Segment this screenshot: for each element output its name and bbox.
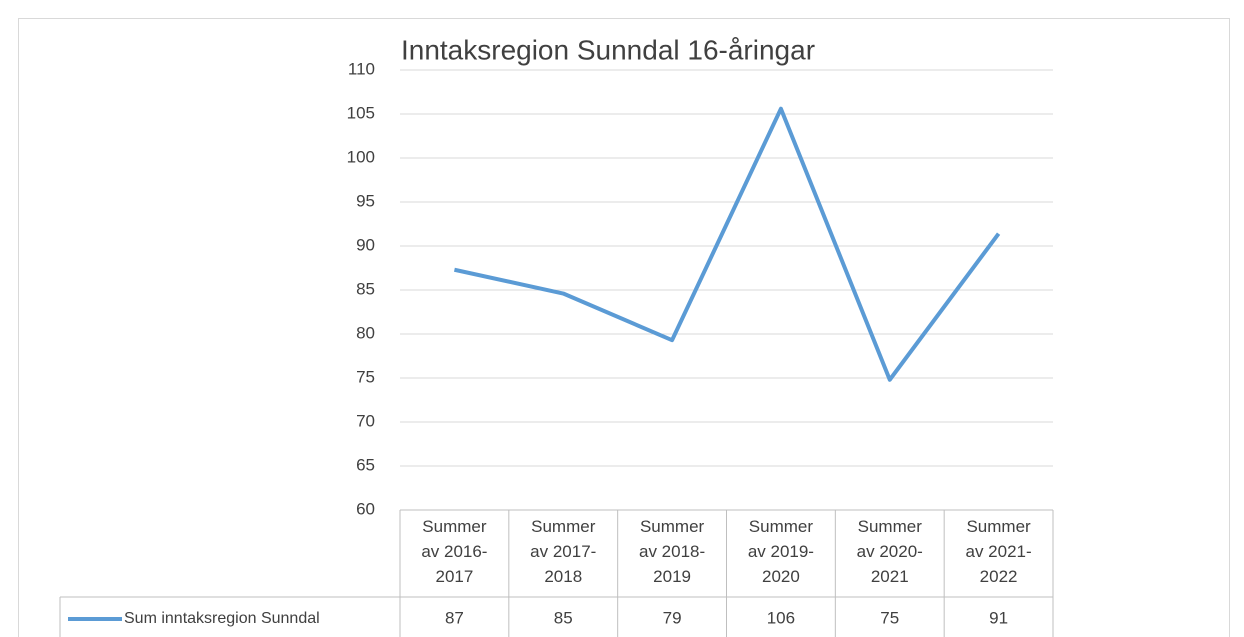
y-tick-label: 60 xyxy=(356,499,375,518)
x-tick-label: Summer av 2020-2021 xyxy=(856,517,923,586)
y-tick-label: 100 xyxy=(347,147,375,166)
table-value: 79 xyxy=(663,608,682,627)
y-tick-label: 85 xyxy=(356,279,375,298)
x-tick-label: Summer av 2019-2020 xyxy=(747,517,814,586)
chart-title: Inntaksregion Sunndal 16-åringar xyxy=(401,34,815,65)
y-tick-label: 110 xyxy=(348,59,375,78)
table-value: 75 xyxy=(880,608,899,627)
x-tick-label: Summer av 2021-2022 xyxy=(965,517,1032,586)
y-tick-label: 90 xyxy=(356,235,375,254)
y-tick-label: 65 xyxy=(356,455,375,474)
y-tick-label: 105 xyxy=(347,103,375,122)
chart-frame xyxy=(18,18,1230,637)
x-tick-label: Summer av 2018-2019 xyxy=(638,517,706,586)
y-tick-label: 75 xyxy=(356,367,375,386)
legend-label: Sum inntaksregion Sunndal xyxy=(124,610,320,627)
y-tick-label: 70 xyxy=(356,411,375,430)
table-value: 87 xyxy=(445,608,464,627)
table-value: 85 xyxy=(554,608,573,627)
x-tick-label: Summer av 2017-2018 xyxy=(530,517,597,586)
y-tick-label: 80 xyxy=(356,323,375,342)
table-value: 106 xyxy=(767,608,795,627)
x-tick-label: Summer av 2016-2017 xyxy=(421,517,488,586)
y-tick-label: 95 xyxy=(356,191,375,210)
data-line xyxy=(453,106,1001,382)
table-value: 91 xyxy=(989,608,1008,627)
